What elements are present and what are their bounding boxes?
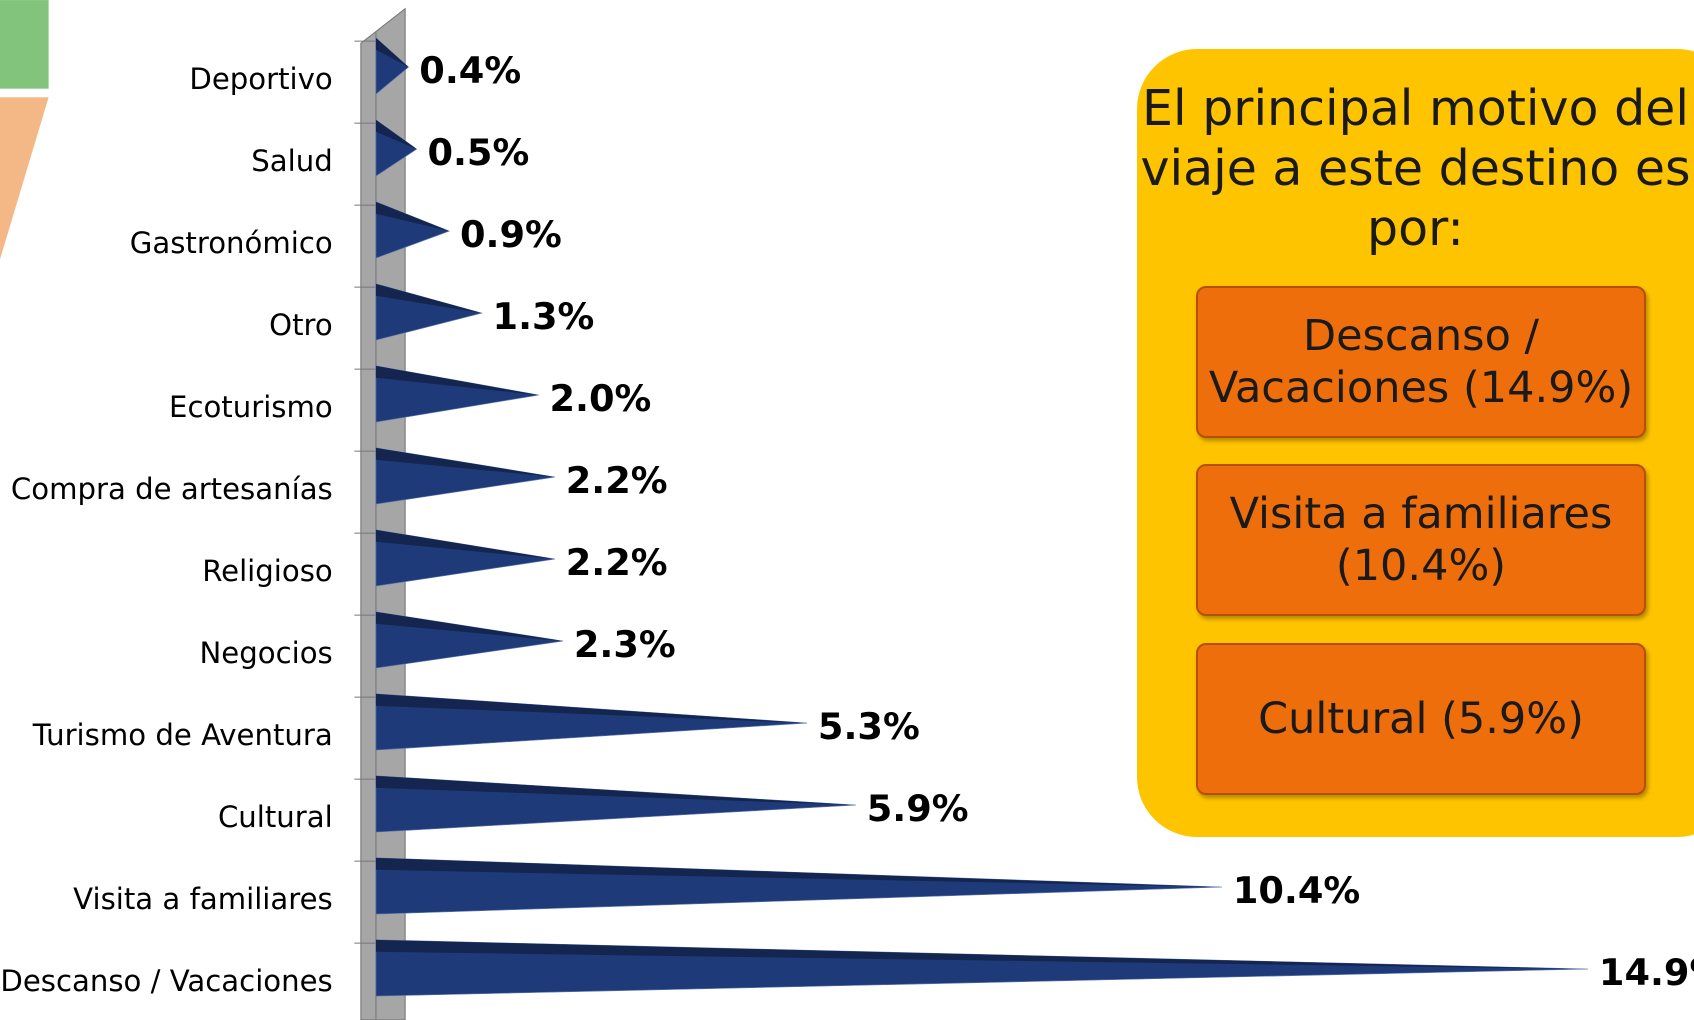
bar-shade [375,939,1589,970]
callout-item: Descanso / Vacaciones (14.9%) [1196,286,1646,438]
value-label: 0.4% [419,49,521,92]
bar-shade [375,365,539,396]
y-tick-label: Ecoturismo [169,390,333,424]
value-label: 0.5% [427,131,529,174]
y-tick-label: Visita a familiares [73,882,333,916]
y-tick-label: Descanso / Vacaciones [0,964,332,998]
value-label: 1.3% [493,295,595,338]
value-label: 2.0% [549,377,651,420]
y-tick-label: Turismo de Aventura [32,718,333,752]
decoration [0,97,49,260]
y-tick-label: Negocios [199,636,332,670]
y-tick-label: Cultural [218,800,333,834]
value-label: 10.4% [1233,869,1360,912]
callout-item: Cultural (5.9%) [1196,643,1646,795]
bar-shade [375,775,856,806]
y-tick-label: Gastronómico [130,226,333,260]
value-label: 2.3% [574,623,676,666]
bar-shade [375,119,417,150]
bar-shade [375,611,564,642]
value-label: 5.3% [818,705,920,748]
value-label: 14.9% [1599,951,1694,994]
y-tick-label: Deportivo [189,62,332,96]
y-tick-label: Otro [269,308,333,342]
bar-shade [375,447,555,478]
y-tick-label: Compra de artesanías [11,472,333,506]
bar-shade [375,529,555,560]
value-label: 0.9% [460,213,562,256]
value-label: 5.9% [867,787,969,830]
callout-title: El principal motivo del viaje a este des… [1140,80,1691,257]
value-label: 2.2% [566,541,668,584]
y-tick-label: Religioso [202,554,333,588]
callout: El principal motivo del viaje a este des… [1137,49,1694,837]
decoration [0,0,49,89]
callout-item: Visita a familiares (10.4%) [1196,464,1646,616]
y-tick-label: Salud [251,144,332,178]
value-label: 2.2% [566,459,668,502]
